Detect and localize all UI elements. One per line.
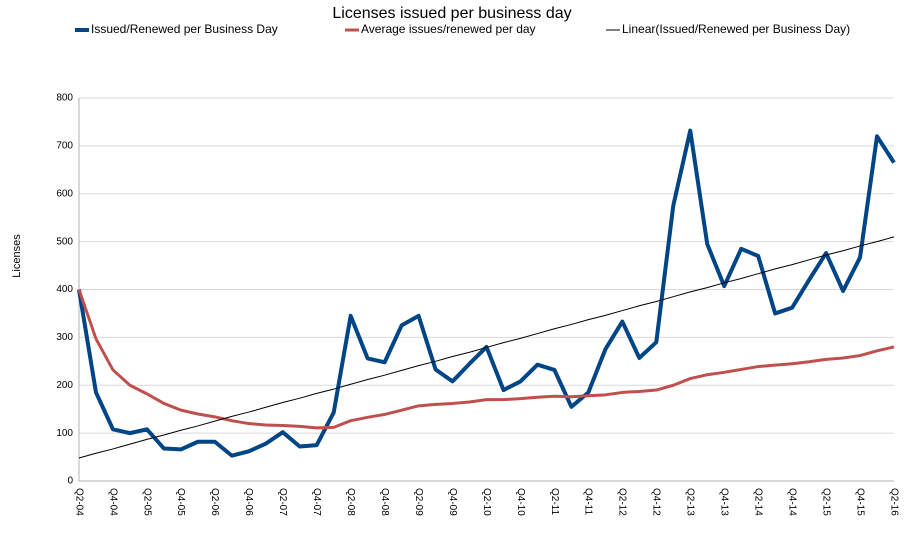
x-tick-label: Q2-13 bbox=[685, 488, 696, 516]
x-tick-label: Q4-05 bbox=[175, 488, 186, 516]
x-tick-label: Q2-07 bbox=[277, 488, 288, 516]
x-tick-label: Q4-13 bbox=[719, 488, 730, 516]
x-tick-label: Q4-04 bbox=[107, 488, 118, 516]
x-tick-label: Q4-10 bbox=[515, 488, 526, 516]
x-tick-label: Q4-09 bbox=[447, 488, 458, 516]
legend-label: Issued/Renewed per Business Day bbox=[91, 22, 278, 36]
y-tick-label: 500 bbox=[56, 236, 73, 247]
x-tick-label: Q2-09 bbox=[413, 488, 424, 516]
x-tick-label: Q2-16 bbox=[888, 488, 899, 516]
y-tick-label: 100 bbox=[56, 428, 73, 439]
x-tick-label: Q2-14 bbox=[753, 488, 764, 516]
chart-title: Licenses issued per business day bbox=[332, 5, 571, 22]
x-tick-label: Q2-06 bbox=[209, 488, 220, 516]
series-line bbox=[78, 236, 895, 459]
x-tick-label: Q4-07 bbox=[311, 488, 322, 516]
x-tick-label: Q4-14 bbox=[786, 488, 797, 516]
x-tick-label: Q4-12 bbox=[651, 488, 662, 516]
y-tick-label: 800 bbox=[56, 93, 73, 104]
y-tick-label: 700 bbox=[56, 141, 73, 152]
x-tick-label: Q2-08 bbox=[345, 488, 356, 516]
x-tick-label: Q2-04 bbox=[73, 488, 84, 516]
series-line bbox=[77, 289, 895, 430]
series-line bbox=[77, 128, 896, 458]
x-tick-label: Q2-10 bbox=[481, 488, 492, 516]
y-axis-label: Licenses bbox=[11, 234, 23, 278]
legend-label: Average issues/renewed per day bbox=[361, 22, 536, 36]
y-tick-label: 400 bbox=[56, 284, 73, 295]
y-tick-label: 300 bbox=[56, 332, 73, 343]
y-tick-label: 200 bbox=[56, 380, 73, 391]
y-tick-label: 0 bbox=[67, 476, 73, 487]
x-tick-label: Q2-15 bbox=[820, 488, 831, 516]
y-tick-label: 600 bbox=[56, 188, 73, 199]
legend-label: Linear(Issued/Renewed per Business Day) bbox=[622, 22, 850, 36]
x-tick-label: Q4-06 bbox=[243, 488, 254, 516]
x-tick-label: Q4-11 bbox=[583, 488, 594, 515]
x-tick-label: Q2-11 bbox=[549, 488, 560, 515]
x-tick-label: Q2-12 bbox=[617, 488, 628, 516]
x-tick-label: Q4-08 bbox=[379, 488, 390, 516]
x-tick-label: Q4-15 bbox=[854, 488, 865, 516]
x-tick-label: Q2-05 bbox=[141, 488, 152, 516]
